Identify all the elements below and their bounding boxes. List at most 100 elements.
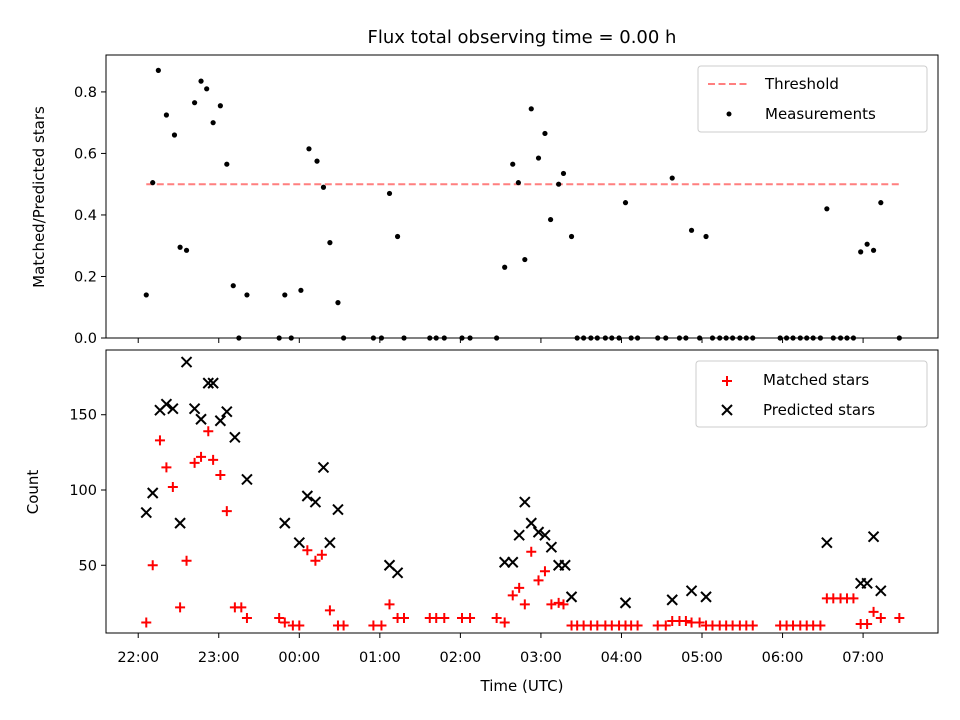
- predicted-star-point: [666, 594, 678, 606]
- threshold-legend-label: Threshold: [764, 75, 839, 93]
- measurement-point: [669, 175, 675, 181]
- measurement-point: [224, 161, 230, 167]
- count-y-axis-label: Count: [24, 470, 42, 515]
- predicted-star-point: [519, 496, 531, 508]
- ratio-y-tick-label: 0.2: [74, 269, 97, 285]
- x-tick-label: 04:00: [601, 650, 643, 666]
- predicted-star-point: [241, 473, 253, 486]
- measurement-point: [210, 120, 216, 126]
- ratio-x-ticks: [137, 338, 864, 343]
- measurement-point: [198, 78, 204, 84]
- count-y-tick-label: 50: [79, 558, 97, 574]
- ratio-axes-frame: [105, 54, 939, 339]
- predicted-star-point: [532, 526, 545, 538]
- measurement-point: [870, 247, 877, 253]
- predicted-star-point: [391, 567, 404, 579]
- measurement-point: [244, 292, 250, 298]
- count-y-tick-label: 150: [69, 408, 97, 424]
- x-tick-label: 06:00: [762, 650, 804, 666]
- measurements-legend-swatch: [726, 111, 732, 117]
- measurement-point: [515, 180, 521, 186]
- predicted-star-point: [221, 406, 233, 418]
- predicted-star-point: [202, 377, 214, 389]
- measurement-point: [282, 292, 288, 298]
- x-tick-label: 22:00: [117, 650, 159, 666]
- measurement-point: [864, 241, 870, 247]
- ratio-y-tick-label: 0.8: [74, 85, 97, 101]
- predicted-star-point: [821, 536, 833, 549]
- matched-star-point: [546, 599, 557, 610]
- measurement-point: [878, 200, 884, 206]
- x-tick-label: 00:00: [278, 650, 320, 666]
- matched-star-point: [189, 457, 200, 468]
- matched-star-point: [465, 612, 476, 623]
- measurement-point: [163, 112, 170, 118]
- measurement-point: [622, 200, 629, 206]
- x-axis-label: Time (UTC): [480, 677, 564, 695]
- measurement-point: [502, 264, 508, 270]
- measurement-point: [150, 180, 156, 186]
- count-x-ticks: 22:00 23:00 00:00 01:00 02:00 03:00 04:00 05:00…: [117, 633, 884, 666]
- predicted-legend-swatch: [721, 404, 733, 416]
- x-tick-label: 01:00: [359, 650, 401, 666]
- measurements-legend-label: Measurements: [765, 105, 876, 123]
- matched-star-point: [499, 617, 510, 628]
- measurement-point: [171, 132, 178, 138]
- matched-star-point: [294, 620, 305, 631]
- measurement-point: [556, 181, 562, 187]
- matched-star-point: [196, 451, 207, 462]
- predicted-star-point: [545, 541, 558, 553]
- predicted-star-point: [167, 402, 179, 415]
- predicted-star-point: [525, 517, 537, 529]
- measurement-point: [335, 300, 341, 306]
- predicted-star-point: [685, 585, 698, 597]
- matched-star-point: [181, 555, 192, 566]
- measurement-point: [183, 247, 190, 253]
- predicted-star-point: [174, 517, 186, 529]
- predicted-star-point: [207, 377, 219, 389]
- x-tick-label: 23:00: [198, 650, 240, 666]
- measurement-point: [314, 158, 320, 164]
- predicted-star-point: [160, 398, 173, 410]
- matched-star-point: [519, 599, 530, 610]
- predicted-star-point: [875, 585, 887, 597]
- matched-star-point: [279, 617, 290, 628]
- matched-star-point: [324, 605, 335, 616]
- matched-star-point: [491, 612, 502, 623]
- measurement-point: [560, 170, 567, 177]
- measurement-point: [858, 249, 864, 255]
- matched-star-point: [526, 546, 537, 557]
- x-tick-label: 07:00: [842, 650, 884, 666]
- matched-star-point: [384, 599, 395, 610]
- predicted-star-point: [507, 556, 519, 568]
- matched-star-point: [815, 620, 826, 631]
- matched-star-point: [558, 599, 569, 610]
- predicted-star-point: [293, 536, 306, 549]
- measurement-point: [510, 161, 516, 167]
- predicted-star-point: [188, 402, 201, 415]
- predicted-star-point: [559, 559, 571, 571]
- x-tick-label: 03:00: [520, 650, 562, 666]
- ratio-y-tick-label: 0.0: [74, 331, 97, 347]
- matched-star-point: [175, 602, 186, 613]
- measurement-point: [547, 216, 554, 223]
- measurement-point: [386, 190, 393, 197]
- matched-star-point: [660, 620, 671, 631]
- matched-star-point: [154, 435, 165, 446]
- matched-star-point: [236, 602, 247, 613]
- count-y-tick-label: 100: [69, 483, 97, 499]
- matched-star-point: [376, 620, 387, 631]
- predicted-legend-label: Predicted stars: [763, 401, 875, 419]
- measurement-point: [703, 233, 709, 240]
- ratio-y-axis-label: Matched/Predicted stars: [30, 106, 48, 288]
- matched-star-point: [539, 566, 550, 577]
- matched-star-point: [632, 620, 643, 631]
- predicted-star-point: [324, 536, 336, 549]
- measurement-point: [394, 233, 401, 240]
- measurement-point: [824, 206, 830, 212]
- matched-star-point: [221, 506, 232, 517]
- matched-star-point: [862, 618, 873, 629]
- predicted-star-point: [180, 356, 193, 368]
- matched-star-point: [338, 620, 349, 631]
- measurement-point: [528, 106, 534, 112]
